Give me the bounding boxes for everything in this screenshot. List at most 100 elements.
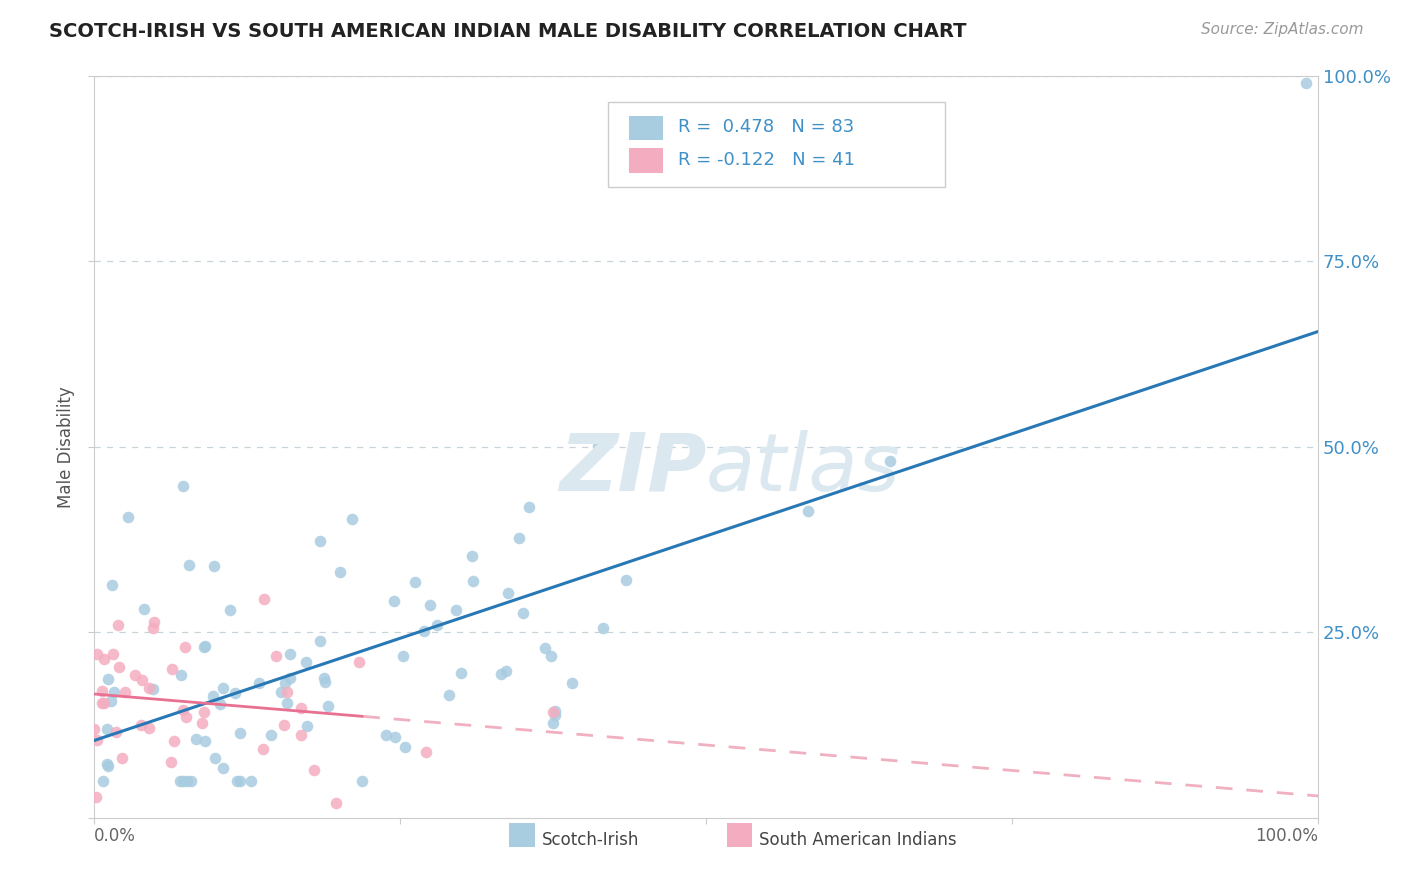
Point <box>211 761 233 775</box>
Point <box>252 741 274 756</box>
Point <box>1295 76 1317 90</box>
Point <box>103 685 125 699</box>
Text: South American Indians: South American Indians <box>759 831 957 849</box>
Point <box>276 697 298 711</box>
Point <box>170 668 193 682</box>
Point <box>142 621 165 635</box>
Point <box>91 773 114 788</box>
Point <box>312 671 335 685</box>
Point <box>309 533 332 548</box>
Point <box>278 671 301 685</box>
Point <box>211 681 233 695</box>
Point <box>540 649 562 664</box>
Text: 0.0%: 0.0% <box>94 827 136 845</box>
Point <box>228 773 250 788</box>
Point <box>204 751 226 765</box>
Point <box>138 722 160 736</box>
Point <box>392 648 415 663</box>
Point <box>194 734 217 748</box>
Point <box>302 763 325 777</box>
Point <box>264 648 287 663</box>
Text: R =  0.478   N = 83: R = 0.478 N = 83 <box>678 119 853 136</box>
Text: R = -0.122   N = 41: R = -0.122 N = 41 <box>678 151 855 169</box>
Point <box>208 698 231 712</box>
Point <box>260 728 283 742</box>
Point <box>340 512 363 526</box>
Point <box>329 565 352 579</box>
Point <box>253 592 276 607</box>
Point <box>160 755 183 769</box>
Point <box>138 681 160 696</box>
Point <box>541 715 564 730</box>
Point <box>415 746 437 760</box>
Point <box>160 662 183 676</box>
Point <box>394 740 416 755</box>
Point <box>382 594 405 608</box>
Point <box>314 674 336 689</box>
Point <box>276 685 298 699</box>
Point <box>240 773 263 788</box>
Point <box>193 706 215 720</box>
Point <box>96 722 118 736</box>
Point <box>91 696 114 710</box>
Point <box>96 756 118 771</box>
Text: SCOTCH-IRISH VS SOUTH AMERICAN INDIAN MALE DISABILITY CORRELATION CHART: SCOTCH-IRISH VS SOUTH AMERICAN INDIAN MA… <box>49 22 967 41</box>
Point <box>290 728 312 742</box>
Point <box>224 686 246 700</box>
Bar <box>628 116 664 140</box>
Point <box>318 699 340 714</box>
Point <box>586 439 609 453</box>
Point <box>124 668 146 682</box>
Point <box>797 503 820 517</box>
Point <box>290 701 312 715</box>
Point <box>495 664 517 678</box>
Point <box>413 624 436 639</box>
Point <box>101 577 124 591</box>
Point <box>614 574 637 588</box>
Text: Source: ZipAtlas.com: Source: ZipAtlas.com <box>1201 22 1364 37</box>
Point <box>508 532 530 546</box>
Point <box>295 655 318 669</box>
Point <box>176 773 198 788</box>
Point <box>384 731 406 745</box>
Point <box>219 603 242 617</box>
Point <box>84 790 107 805</box>
Point <box>172 703 194 717</box>
Point <box>83 722 105 736</box>
Point <box>117 509 139 524</box>
Point <box>184 732 207 747</box>
Point <box>461 574 484 589</box>
Point <box>270 684 292 698</box>
Point <box>90 683 112 698</box>
Point <box>426 618 449 632</box>
Point <box>163 734 186 748</box>
FancyBboxPatch shape <box>609 102 945 187</box>
Point <box>544 704 567 718</box>
Point <box>879 454 901 468</box>
Point <box>131 673 153 687</box>
Point <box>110 751 132 765</box>
Point <box>544 708 567 723</box>
Point <box>202 559 225 574</box>
Point <box>193 640 215 654</box>
Point <box>169 773 191 788</box>
Point <box>419 598 441 612</box>
Point <box>450 666 472 681</box>
Point <box>533 641 555 656</box>
Point <box>274 675 297 690</box>
Point <box>86 647 108 661</box>
Point <box>561 676 583 690</box>
Point <box>226 773 249 788</box>
Point <box>247 676 270 690</box>
Point <box>191 716 214 731</box>
Point <box>132 601 155 615</box>
Point <box>229 726 252 740</box>
Point <box>97 759 120 773</box>
Point <box>202 689 225 703</box>
Point <box>496 586 519 600</box>
Point <box>96 672 118 686</box>
Point <box>93 652 115 666</box>
Point <box>143 615 166 630</box>
Point <box>439 688 461 702</box>
Point <box>172 479 194 493</box>
